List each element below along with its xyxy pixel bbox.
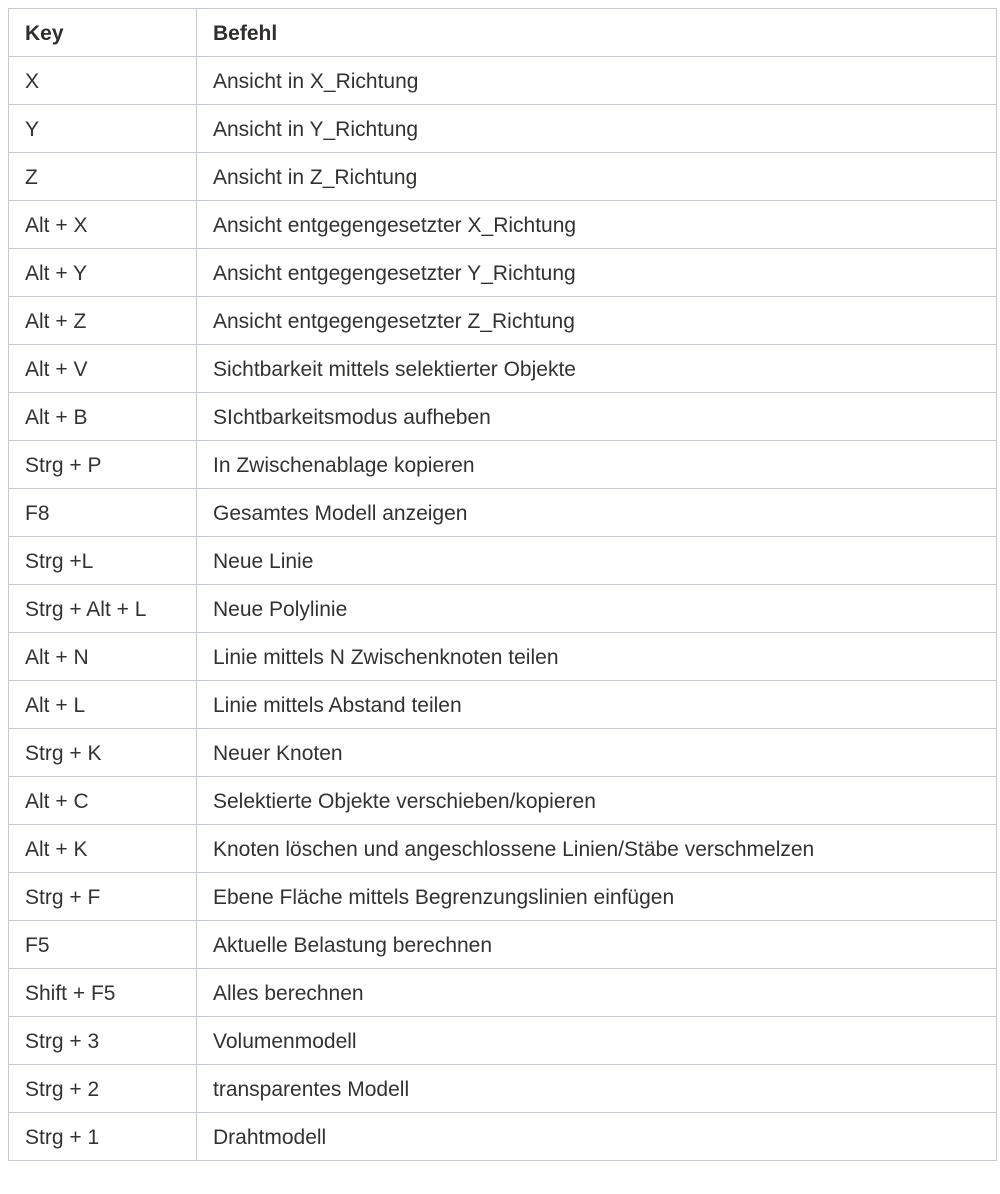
table-row: F8 Gesamtes Modell anzeigen: [8, 488, 997, 537]
key-cell: X: [8, 56, 197, 105]
command-cell: Ansicht in X_Richtung: [196, 56, 997, 105]
command-cell: transparentes Modell: [196, 1064, 997, 1113]
key-cell: Strg + 3: [8, 1016, 197, 1065]
table-row: Strg + P In Zwischenablage kopieren: [8, 440, 997, 489]
command-cell: Knoten löschen und angeschlossene Linien…: [196, 824, 997, 873]
command-cell: Volumenmodell: [196, 1016, 997, 1065]
table-row: Z Ansicht in Z_Richtung: [8, 152, 997, 201]
table-row: Alt + N Linie mittels N Zwischenknoten t…: [8, 632, 997, 681]
table-row: Strg + 1 Drahtmodell: [8, 1112, 997, 1161]
key-cell: Z: [8, 152, 197, 201]
key-cell: Strg + Alt + L: [8, 584, 197, 633]
key-cell: Alt + L: [8, 680, 197, 729]
command-cell: SIchtbarkeitsmodus aufheben: [196, 392, 997, 441]
command-cell: Ebene Fläche mittels Begrenzungslinien e…: [196, 872, 997, 921]
key-cell: Alt + B: [8, 392, 197, 441]
command-cell: Ansicht in Y_Richtung: [196, 104, 997, 153]
table-body: X Ansicht in X_Richtung Y Ansicht in Y_R…: [8, 56, 997, 1161]
table-row: Alt + C Selektierte Objekte verschieben/…: [8, 776, 997, 825]
command-cell: Ansicht in Z_Richtung: [196, 152, 997, 201]
key-cell: Strg + K: [8, 728, 197, 777]
table-row: Alt + B SIchtbarkeitsmodus aufheben: [8, 392, 997, 441]
key-cell: Alt + K: [8, 824, 197, 873]
key-cell: Y: [8, 104, 197, 153]
table-row: Strg + Alt + L Neue Polylinie: [8, 584, 997, 633]
key-cell: Strg +L: [8, 536, 197, 585]
key-cell: Strg + 1: [8, 1112, 197, 1161]
table-header: Key Befehl: [8, 8, 997, 57]
key-cell: Strg + P: [8, 440, 197, 489]
key-cell: Alt + N: [8, 632, 197, 681]
table-row: Alt + L Linie mittels Abstand teilen: [8, 680, 997, 729]
command-cell: Neue Linie: [196, 536, 997, 585]
key-cell: Shift + F5: [8, 968, 197, 1017]
table-row: Shift + F5 Alles berechnen: [8, 968, 997, 1017]
key-cell: Strg + F: [8, 872, 197, 921]
column-header-key: Key: [8, 8, 197, 57]
command-cell: Selektierte Objekte verschieben/kopieren: [196, 776, 997, 825]
table-row: Strg + 2 transparentes Modell: [8, 1064, 997, 1113]
command-cell: Aktuelle Belastung berechnen: [196, 920, 997, 969]
key-cell: F8: [8, 488, 197, 537]
table-row: X Ansicht in X_Richtung: [8, 56, 997, 105]
table-row: Alt + K Knoten löschen und angeschlossen…: [8, 824, 997, 873]
command-cell: In Zwischenablage kopieren: [196, 440, 997, 489]
header-row: Key Befehl: [8, 8, 997, 57]
command-cell: Neue Polylinie: [196, 584, 997, 633]
table-row: Alt + Z Ansicht entgegengesetzter Z_Rich…: [8, 296, 997, 345]
table-row: Strg + F Ebene Fläche mittels Begrenzung…: [8, 872, 997, 921]
command-cell: Alles berechnen: [196, 968, 997, 1017]
table-row: Alt + V Sichtbarkeit mittels selektierte…: [8, 344, 997, 393]
command-cell: Linie mittels N Zwischenknoten teilen: [196, 632, 997, 681]
key-cell: Alt + C: [8, 776, 197, 825]
shortcut-table: Key Befehl X Ansicht in X_Richtung Y Ans…: [8, 8, 997, 1161]
key-cell: F5: [8, 920, 197, 969]
column-header-befehl: Befehl: [196, 8, 997, 57]
key-cell: Alt + V: [8, 344, 197, 393]
command-cell: Neuer Knoten: [196, 728, 997, 777]
command-cell: Drahtmodell: [196, 1112, 997, 1161]
command-cell: Ansicht entgegengesetzter Y_Richtung: [196, 248, 997, 297]
command-cell: Linie mittels Abstand teilen: [196, 680, 997, 729]
key-cell: Alt + Z: [8, 296, 197, 345]
command-cell: Ansicht entgegengesetzter X_Richtung: [196, 200, 997, 249]
table-row: Alt + X Ansicht entgegengesetzter X_Rich…: [8, 200, 997, 249]
command-cell: Gesamtes Modell anzeigen: [196, 488, 997, 537]
table-row: Y Ansicht in Y_Richtung: [8, 104, 997, 153]
table-row: Alt + Y Ansicht entgegengesetzter Y_Rich…: [8, 248, 997, 297]
table-row: Strg +L Neue Linie: [8, 536, 997, 585]
command-cell: Ansicht entgegengesetzter Z_Richtung: [196, 296, 997, 345]
key-cell: Alt + X: [8, 200, 197, 249]
table-row: Strg + 3 Volumenmodell: [8, 1016, 997, 1065]
key-cell: Strg + 2: [8, 1064, 197, 1113]
table-row: Strg + K Neuer Knoten: [8, 728, 997, 777]
key-cell: Alt + Y: [8, 248, 197, 297]
table-row: F5 Aktuelle Belastung berechnen: [8, 920, 997, 969]
command-cell: Sichtbarkeit mittels selektierter Objekt…: [196, 344, 997, 393]
